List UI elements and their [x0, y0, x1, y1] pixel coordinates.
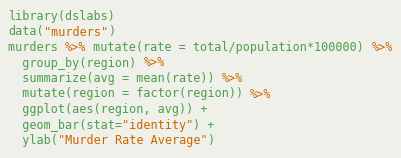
- Text: "Murder Rate Average": "Murder Rate Average": [58, 134, 207, 147]
- Text: summarize(avg = mean(rate)): summarize(avg = mean(rate)): [8, 72, 221, 85]
- Text: mutate(rate = total/population*100000): mutate(rate = total/population*100000): [86, 41, 371, 54]
- Text: data(: data(: [8, 25, 44, 39]
- Text: %>%: %>%: [221, 72, 243, 85]
- Text: library(dslabs): library(dslabs): [8, 10, 115, 23]
- Text: "murders": "murders": [44, 25, 107, 39]
- Text: "identity": "identity": [122, 118, 193, 131]
- Text: group_by(region): group_by(region): [8, 57, 143, 70]
- Text: %>%: %>%: [250, 88, 271, 100]
- Text: ) +: ) +: [193, 118, 214, 131]
- Text: %>%: %>%: [65, 41, 86, 54]
- Text: ): ): [207, 134, 214, 147]
- Text: %>%: %>%: [143, 57, 164, 70]
- Text: geom_bar(stat=: geom_bar(stat=: [8, 118, 122, 131]
- Text: ggplot(aes(region, avg)) +: ggplot(aes(region, avg)) +: [8, 103, 207, 116]
- Text: ylab(: ylab(: [8, 134, 58, 147]
- Text: ): ): [107, 25, 115, 39]
- Text: mutate(region = factor(region)): mutate(region = factor(region)): [8, 88, 250, 100]
- Text: murders: murders: [8, 41, 65, 54]
- Text: %>%: %>%: [371, 41, 392, 54]
